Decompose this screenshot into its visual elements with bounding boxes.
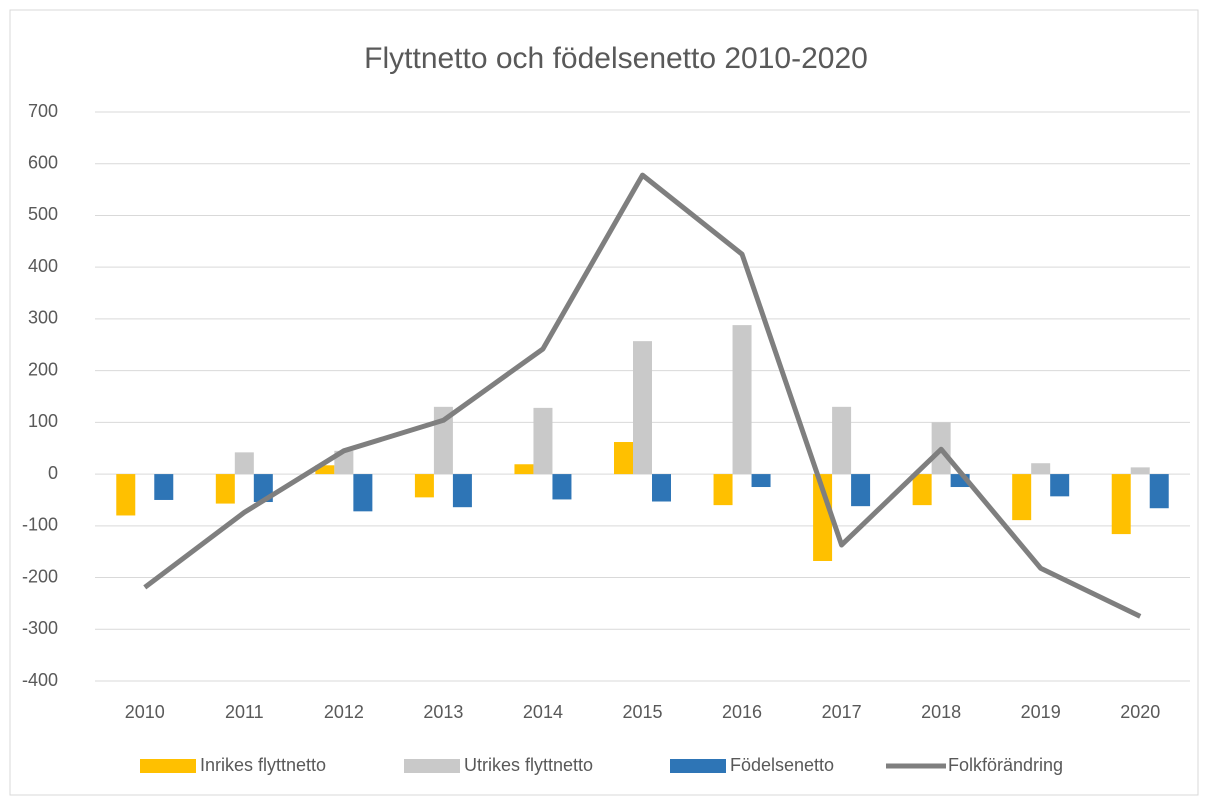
y-tick-label: 100 xyxy=(28,411,58,431)
bar xyxy=(912,474,932,506)
x-tick-label: 2011 xyxy=(225,702,264,722)
y-tick-label: 300 xyxy=(28,308,58,328)
bar xyxy=(1012,474,1032,521)
y-tick-label: 700 xyxy=(28,101,58,121)
line xyxy=(143,172,1142,619)
bar xyxy=(234,452,254,475)
x-tick-label: 2014 xyxy=(523,702,563,722)
bar xyxy=(452,474,472,508)
bar xyxy=(713,474,733,506)
bar xyxy=(1031,463,1051,475)
bar xyxy=(353,474,373,512)
bar xyxy=(514,464,534,475)
bar xyxy=(1130,467,1150,475)
legend-label: Utrikes flyttnetto xyxy=(464,755,593,775)
bar xyxy=(1149,474,1169,509)
x-tick-label: 2017 xyxy=(822,702,862,722)
chart-border xyxy=(9,9,1199,796)
bar xyxy=(215,474,235,504)
y-tick-label: 0 xyxy=(48,463,58,483)
bar xyxy=(315,465,335,475)
bar xyxy=(533,407,553,475)
x-tick-label: 2018 xyxy=(921,702,961,722)
x-tick-label: 2019 xyxy=(1021,702,1061,722)
bar xyxy=(832,406,852,475)
legend-symbol xyxy=(140,759,196,773)
y-tick-label: -300 xyxy=(22,618,58,638)
x-tick-label: 2012 xyxy=(324,702,364,722)
bar xyxy=(414,474,434,498)
x-tick-label: 2020 xyxy=(1120,702,1160,722)
legend-symbol xyxy=(670,759,726,773)
y-tick-label: -400 xyxy=(22,670,58,690)
legend-label: Inrikes flyttnetto xyxy=(200,755,326,775)
bar xyxy=(1050,474,1070,497)
legend-label: Födelsenetto xyxy=(730,755,834,775)
y-tick-label: 600 xyxy=(28,152,58,172)
y-tick-label: 400 xyxy=(28,256,58,276)
x-tick-label: 2016 xyxy=(722,702,762,722)
bar xyxy=(751,474,771,488)
y-tick-label: -100 xyxy=(22,515,58,535)
y-tick-label: -200 xyxy=(22,566,58,586)
bar xyxy=(154,474,174,500)
bar xyxy=(633,341,652,475)
bar xyxy=(614,442,633,475)
bar xyxy=(552,474,572,500)
bar xyxy=(851,474,871,507)
bar xyxy=(732,325,752,475)
bar xyxy=(1111,474,1131,535)
x-tick-label: 2015 xyxy=(622,702,662,722)
x-tick-label: 2010 xyxy=(125,702,165,722)
y-tick-label: 500 xyxy=(28,204,58,224)
legend-symbol xyxy=(404,759,460,773)
legend-label: Folkförändring xyxy=(948,755,1063,775)
chart-title: Flyttnetto och födelsenetto 2010-2020 xyxy=(364,42,868,75)
bar xyxy=(116,474,136,516)
x-tick-label: 2013 xyxy=(423,702,463,722)
y-tick-label: 200 xyxy=(28,359,58,379)
bar xyxy=(652,474,671,502)
